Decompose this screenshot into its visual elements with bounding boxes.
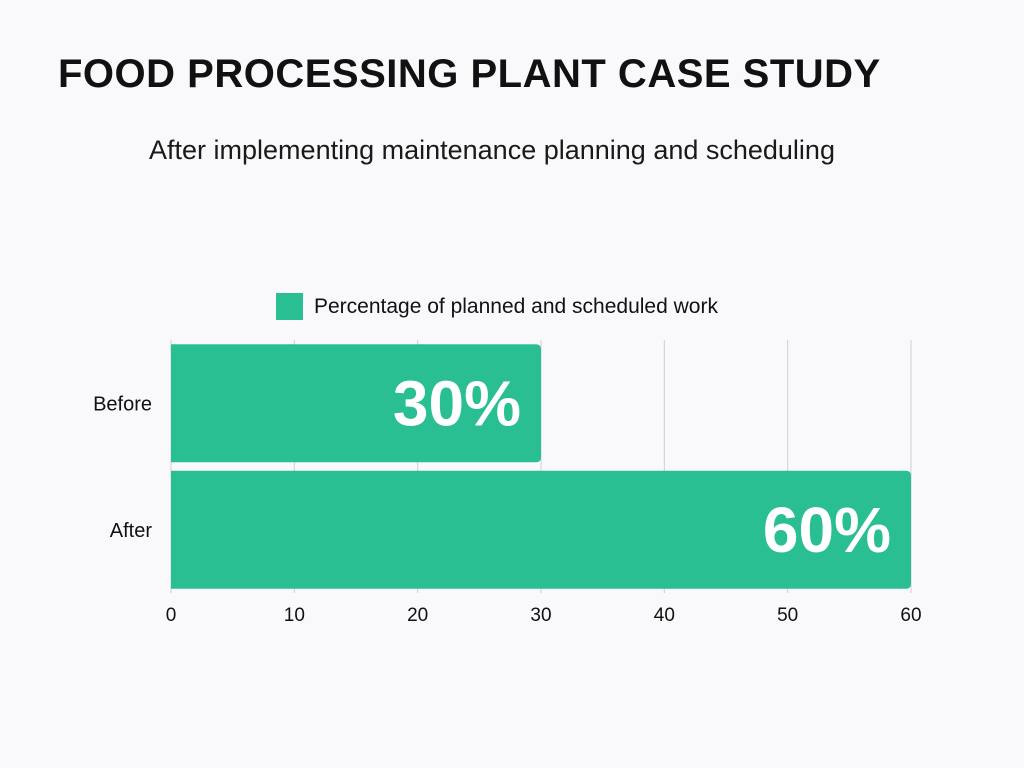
chart-subtitle: After implementing maintenance planning … — [149, 135, 835, 165]
x-tick-label: 40 — [654, 605, 675, 626]
x-tick-label: 10 — [284, 605, 305, 626]
legend-label: Percentage of planned and scheduled work — [314, 295, 718, 318]
category-label: After — [110, 520, 153, 542]
legend-swatch — [276, 293, 303, 320]
bar-before — [171, 344, 541, 463]
axes: 0 10 20 30 40 50 60 Before After — [93, 393, 922, 626]
data-label: 60% — [763, 494, 891, 566]
legend: Percentage of planned and scheduled work — [276, 293, 718, 320]
x-tick-label: 30 — [530, 605, 551, 626]
chart-title: FOOD PROCESSING PLANT CASE STUDY — [58, 52, 881, 96]
x-tick-label: 50 — [777, 605, 798, 626]
bar-after — [171, 470, 911, 589]
data-label: 30% — [393, 367, 521, 439]
x-tick-label: 0 — [166, 605, 177, 626]
category-label: Before — [93, 393, 152, 415]
x-tick-label: 20 — [407, 605, 428, 626]
bars: 30% 60% — [171, 344, 911, 589]
x-tick-label: 60 — [900, 605, 921, 626]
